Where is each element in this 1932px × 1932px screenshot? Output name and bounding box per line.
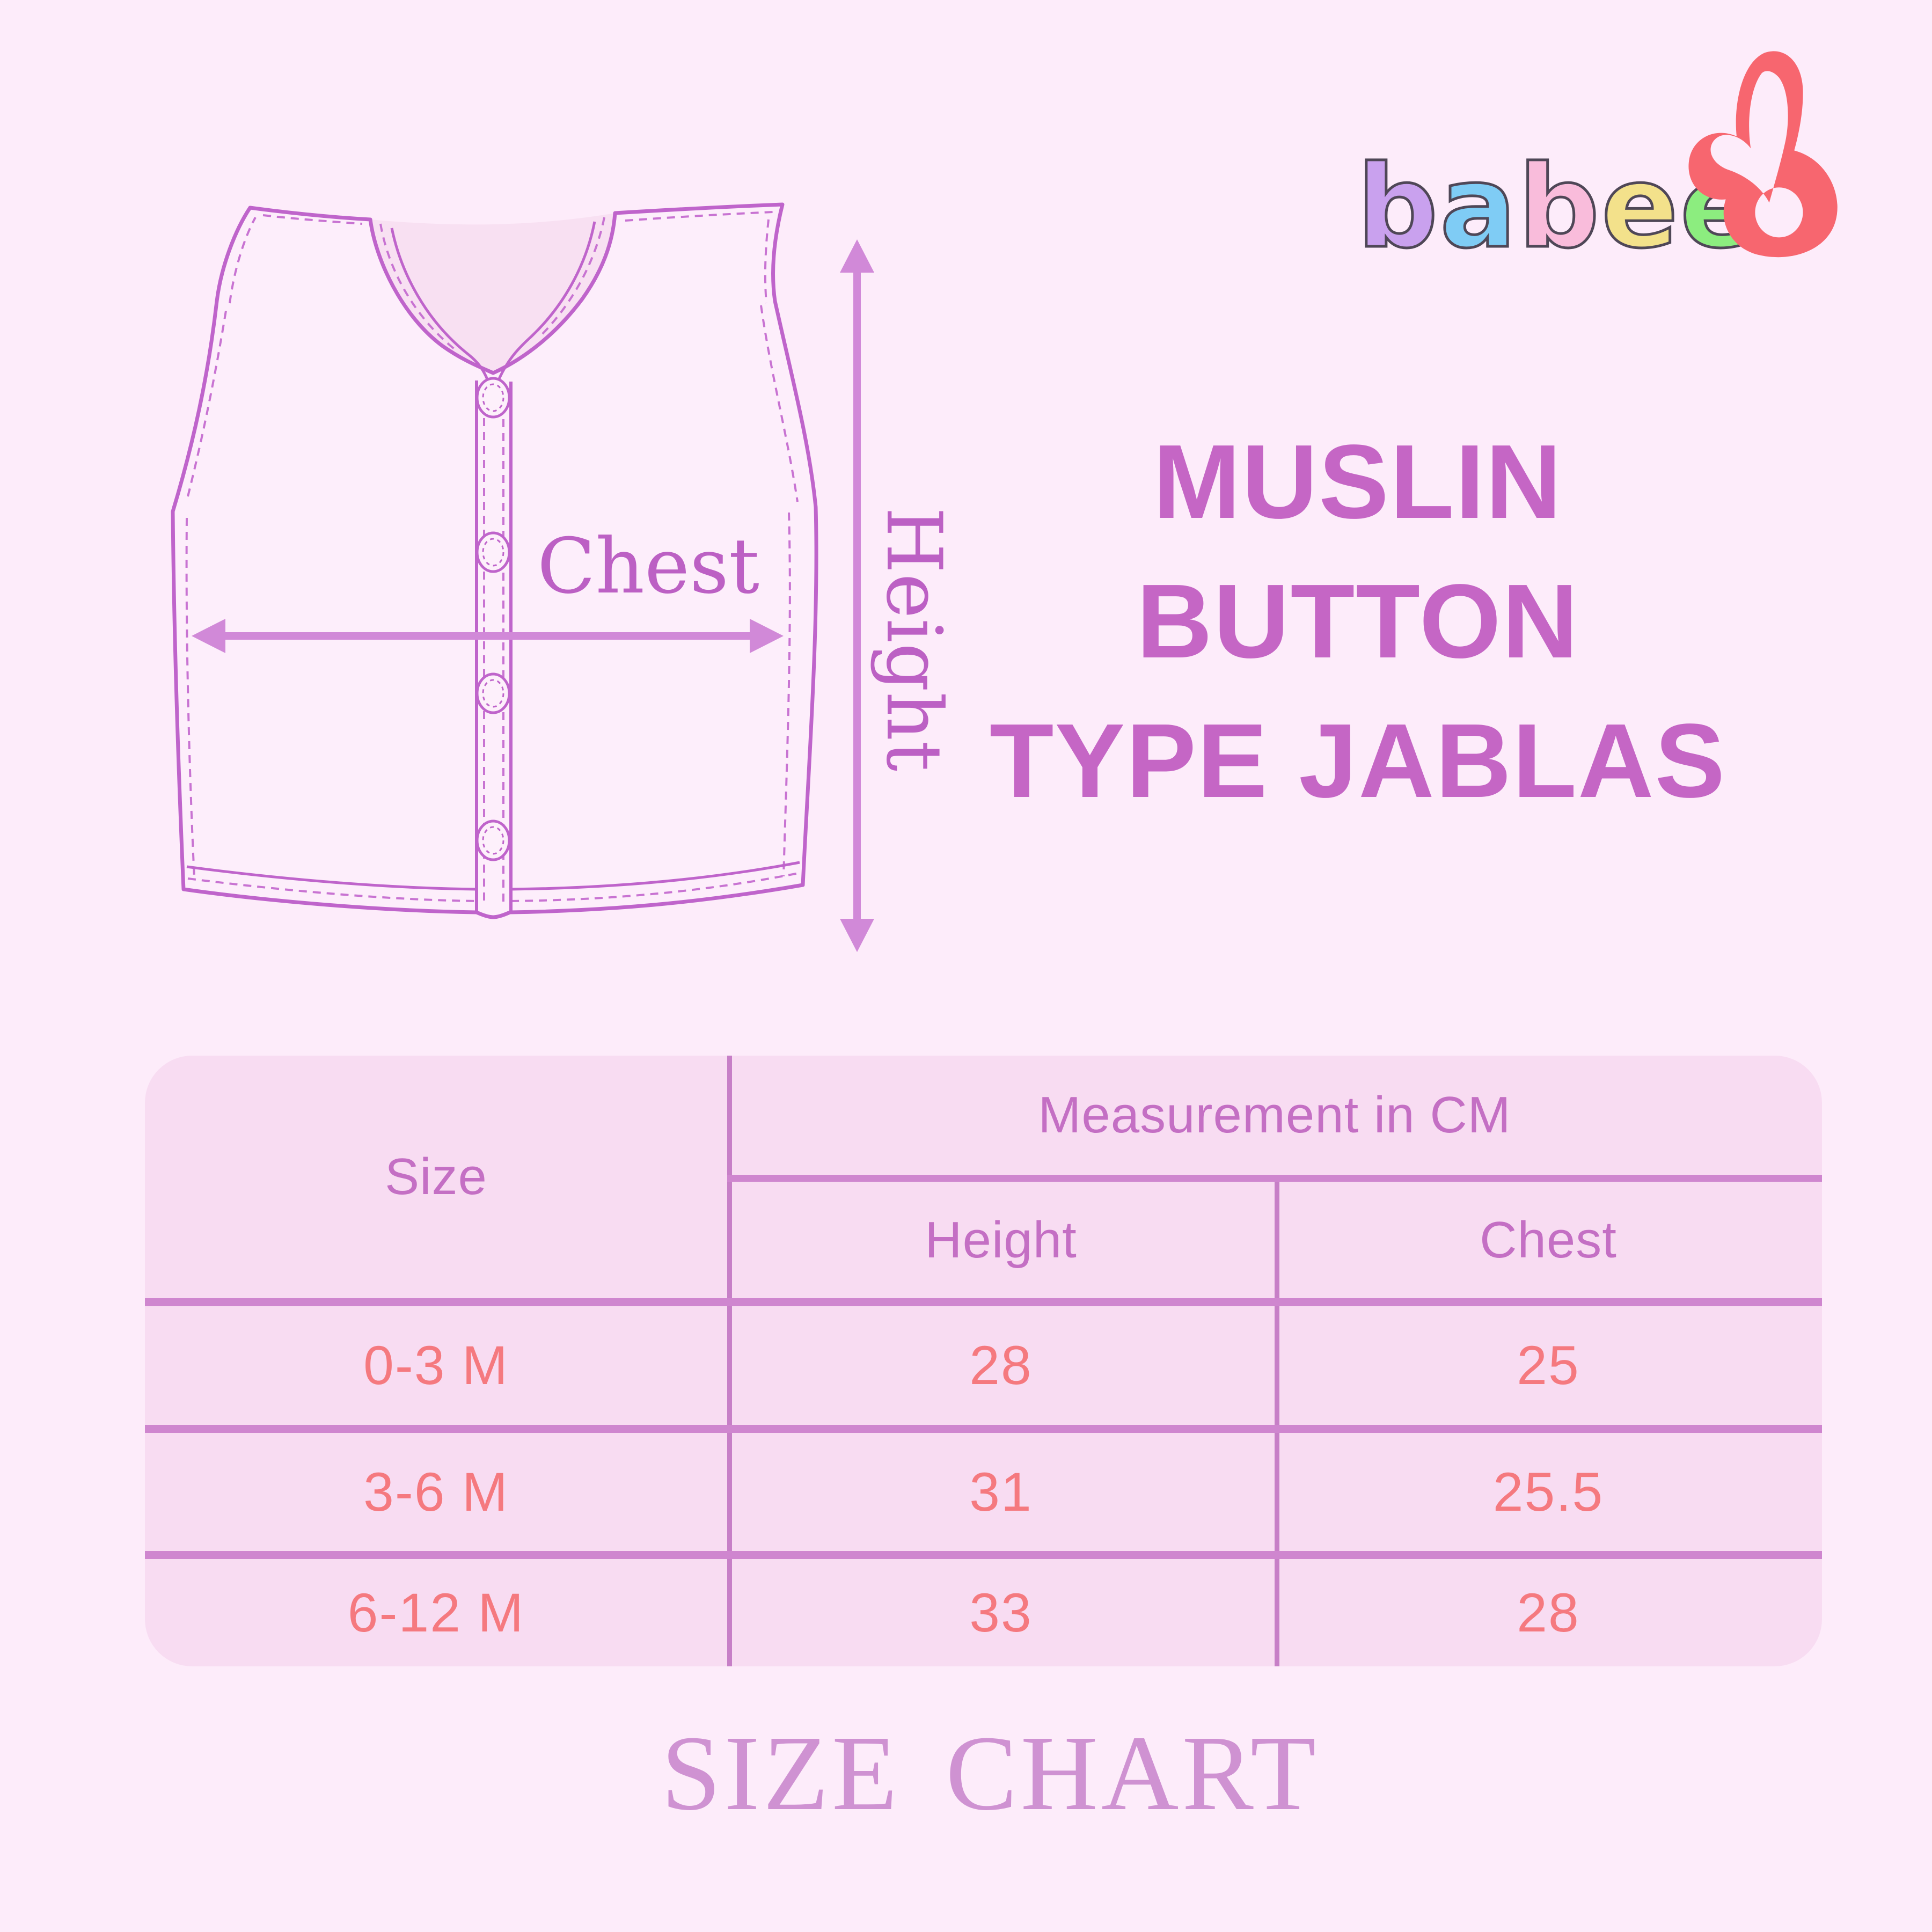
vest-illustration — [171, 202, 818, 919]
hem-band — [186, 861, 800, 891]
height-arrow-icon — [840, 239, 874, 952]
table-divider — [145, 1298, 1822, 1306]
button — [475, 377, 511, 419]
table-cell-size: 0-3 M — [363, 1335, 509, 1396]
height-dimension-label: Height — [869, 507, 958, 772]
size-chart-caption: SIZE CHART — [661, 1714, 1319, 1833]
brand-wordmark: babee — [1356, 148, 1759, 283]
wordmark-letter: b — [1356, 141, 1440, 273]
table-cell-height: 28 — [969, 1335, 1033, 1396]
button-placket — [475, 380, 513, 912]
wordmark-letter: a — [1438, 141, 1518, 273]
table-cell-chest: 25 — [1517, 1335, 1580, 1396]
size-table: Measurement in CM Size Height Chest 0-3 … — [145, 1056, 1822, 1666]
table-header-height: Height — [925, 1211, 1077, 1269]
table-divider — [1275, 1177, 1279, 1666]
wordmark-letter: e — [1600, 141, 1680, 273]
table-cell-size: 6-12 M — [347, 1582, 525, 1643]
wordmark-letter: b — [1517, 141, 1601, 273]
buttons — [475, 377, 511, 861]
table-cell-chest: 28 — [1517, 1582, 1580, 1643]
table-cell-size: 3-6 M — [363, 1461, 509, 1523]
chest-dimension-label: Chest — [537, 522, 760, 611]
table-divider — [145, 1425, 1822, 1433]
product-title-line2: TYPE JABLAS — [989, 702, 1726, 819]
heart-b-logo-icon — [1688, 51, 1838, 258]
product-title: MUSLIN BUTTON TYPE JABLAS — [982, 412, 1733, 831]
table-divider — [727, 1056, 732, 1666]
table-header-size: Size — [385, 1148, 487, 1205]
table-header-chest: Chest — [1480, 1211, 1617, 1269]
stitching-dashed-lines — [185, 211, 799, 906]
button — [475, 672, 511, 714]
button — [475, 819, 511, 861]
neck-binding — [390, 221, 596, 385]
product-title-line1: MUSLIN BUTTON — [1136, 423, 1579, 680]
heart-b-shape — [1688, 51, 1838, 258]
table-divider — [145, 1551, 1822, 1559]
table-cell-chest: 25.5 — [1492, 1461, 1604, 1523]
table-divider — [727, 1175, 1822, 1182]
vest-neck-fabric — [370, 213, 615, 373]
table-cell-height: 33 — [969, 1582, 1033, 1643]
button — [475, 531, 511, 573]
table-cell-height: 31 — [969, 1461, 1033, 1523]
table-group-header: Measurement in CM — [1038, 1086, 1511, 1144]
chest-arrow-icon — [192, 619, 784, 653]
